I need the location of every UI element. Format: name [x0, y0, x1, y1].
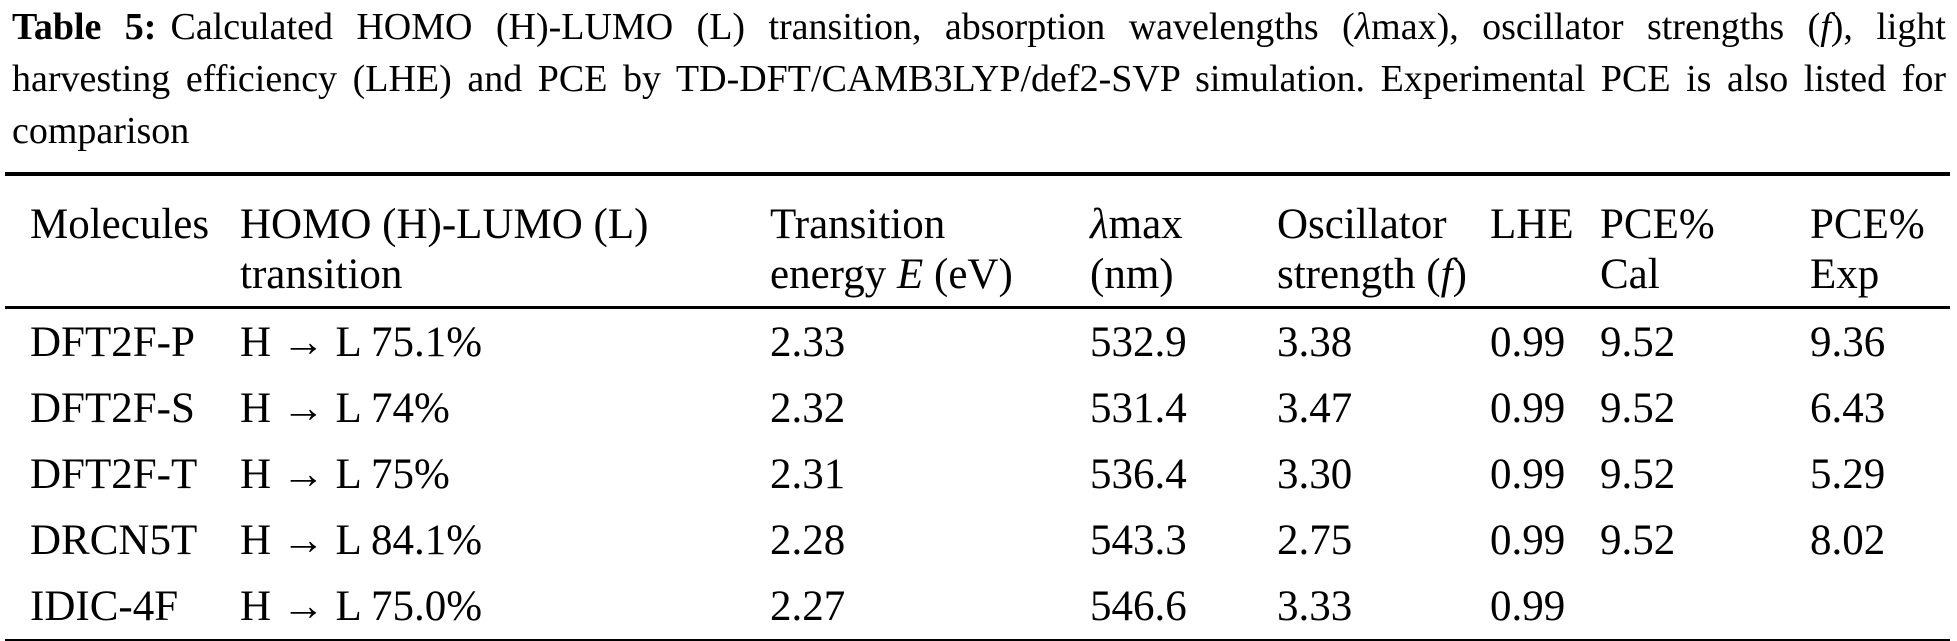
- header-homo-lumo-transition: HOMO (H)-LUMO (L) transition: [240, 201, 649, 298]
- caption-lambda-symbol: λ: [1354, 6, 1372, 48]
- header-row: Molecules HOMO (H)-LUMO (L) transition T…: [5, 174, 1950, 308]
- cell-lhe: 0.99: [1490, 582, 1566, 630]
- cell-pce-cal: 9.52: [1600, 450, 1676, 498]
- cell-oscillator-strength: 2.75: [1277, 516, 1353, 564]
- cell-molecule: DFT2F-P: [30, 318, 195, 366]
- cell-pce-exp: 9.36: [1810, 318, 1886, 366]
- header-lhe: LHE: [1490, 201, 1574, 248]
- cell-lambda-max: 546.6: [1090, 582, 1187, 630]
- symbol-lambda: λ: [1090, 201, 1109, 248]
- cell-molecule: IDIC-4F: [30, 582, 179, 630]
- cell-transition: H → L 74%: [240, 384, 450, 432]
- table-row: DFT2F-S H → L 74% 2.32 531.4 3.47 0.99 9…: [5, 375, 1950, 441]
- caption-text-3: ), light harvesting efficiency (LHE) and…: [12, 6, 1946, 152]
- cell-transition: H → L 84.1%: [240, 516, 483, 564]
- header-pce-cal: PCE% Cal: [1600, 201, 1715, 298]
- cell-lambda-max: 532.9: [1090, 318, 1187, 366]
- header-pce-exp: PCE% Exp: [1810, 201, 1925, 298]
- table-row: DFT2F-P H → L 75.1% 2.33 532.9 3.38 0.99…: [5, 308, 1950, 376]
- cell-energy: 2.33: [770, 318, 846, 366]
- cell-molecule: DRCN5T: [30, 516, 198, 564]
- header-transition-energy: Transition energy E (eV): [770, 201, 1013, 298]
- cell-pce-cal: 9.52: [1600, 384, 1676, 432]
- table-row: DFT2F-T H → L 75% 2.31 536.4 3.30 0.99 9…: [5, 441, 1950, 507]
- cell-oscillator-strength: 3.30: [1277, 450, 1353, 498]
- table-row: DRCN5T H → L 84.1% 2.28 543.3 2.75 0.99 …: [5, 507, 1950, 573]
- cell-oscillator-strength: 3.47: [1277, 384, 1353, 432]
- cell-lambda-max: 543.3: [1090, 516, 1187, 564]
- header-molecules: Molecules: [30, 201, 210, 248]
- results-table: Molecules HOMO (H)-LUMO (L) transition T…: [5, 172, 1950, 641]
- table-row: IDIC-4F H → L 75.0% 2.27 546.6 3.33 0.99: [5, 573, 1950, 641]
- cell-lhe: 0.99: [1490, 516, 1566, 564]
- cell-energy: 2.32: [770, 384, 846, 432]
- cell-pce-exp: 5.29: [1810, 450, 1886, 498]
- cell-molecule: DFT2F-T: [30, 450, 198, 498]
- header-lambda-max: λmax (nm): [1090, 201, 1183, 298]
- cell-lhe: 0.99: [1490, 384, 1566, 432]
- cell-transition: H → L 75%: [240, 450, 450, 498]
- cell-lhe: 0.99: [1490, 450, 1566, 498]
- cell-pce-cal: 9.52: [1600, 318, 1676, 366]
- cell-pce-exp: 6.43: [1810, 384, 1886, 432]
- cell-lambda-max: 536.4: [1090, 450, 1187, 498]
- table-body: DFT2F-P H → L 75.1% 2.33 532.9 3.38 0.99…: [5, 308, 1950, 641]
- cell-lhe: 0.99: [1490, 318, 1566, 366]
- cell-pce-exp: 8.02: [1810, 516, 1886, 564]
- table-caption-label: Table 5:: [12, 6, 157, 48]
- symbol-E: E: [896, 251, 924, 298]
- cell-oscillator-strength: 3.38: [1277, 318, 1353, 366]
- cell-energy: 2.28: [770, 516, 846, 564]
- cell-transition: H → L 75.1%: [240, 318, 483, 366]
- cell-energy: 2.27: [770, 582, 846, 630]
- symbol-f: f: [1440, 251, 1453, 298]
- cell-oscillator-strength: 3.33: [1277, 582, 1353, 630]
- cell-pce-cal: 9.52: [1600, 516, 1676, 564]
- caption-text-2: max), oscillator strengths (: [1371, 6, 1821, 48]
- cell-molecule: DFT2F-S: [30, 384, 195, 432]
- caption-text-1: Calculated HOMO (H)-LUMO (L) transition,…: [170, 6, 1355, 48]
- table-caption: Table 5: Calculated HOMO (H)-LUMO (L) tra…: [12, 1, 1946, 157]
- caption-f-symbol: f: [1820, 6, 1831, 48]
- cell-lambda-max: 531.4: [1090, 384, 1187, 432]
- table-header: Molecules HOMO (H)-LUMO (L) transition T…: [5, 174, 1950, 308]
- cell-transition: H → L 75.0%: [240, 582, 483, 630]
- header-oscillator-strength: Oscillator strength (f): [1277, 201, 1467, 298]
- cell-pce-exp: [1810, 573, 1950, 641]
- cell-pce-cal: [1600, 573, 1810, 641]
- cell-energy: 2.31: [770, 450, 846, 498]
